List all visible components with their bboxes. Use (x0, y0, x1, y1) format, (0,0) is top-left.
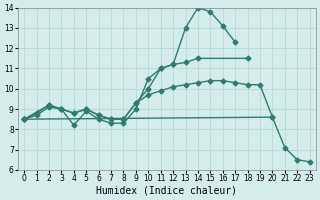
X-axis label: Humidex (Indice chaleur): Humidex (Indice chaleur) (96, 186, 237, 196)
